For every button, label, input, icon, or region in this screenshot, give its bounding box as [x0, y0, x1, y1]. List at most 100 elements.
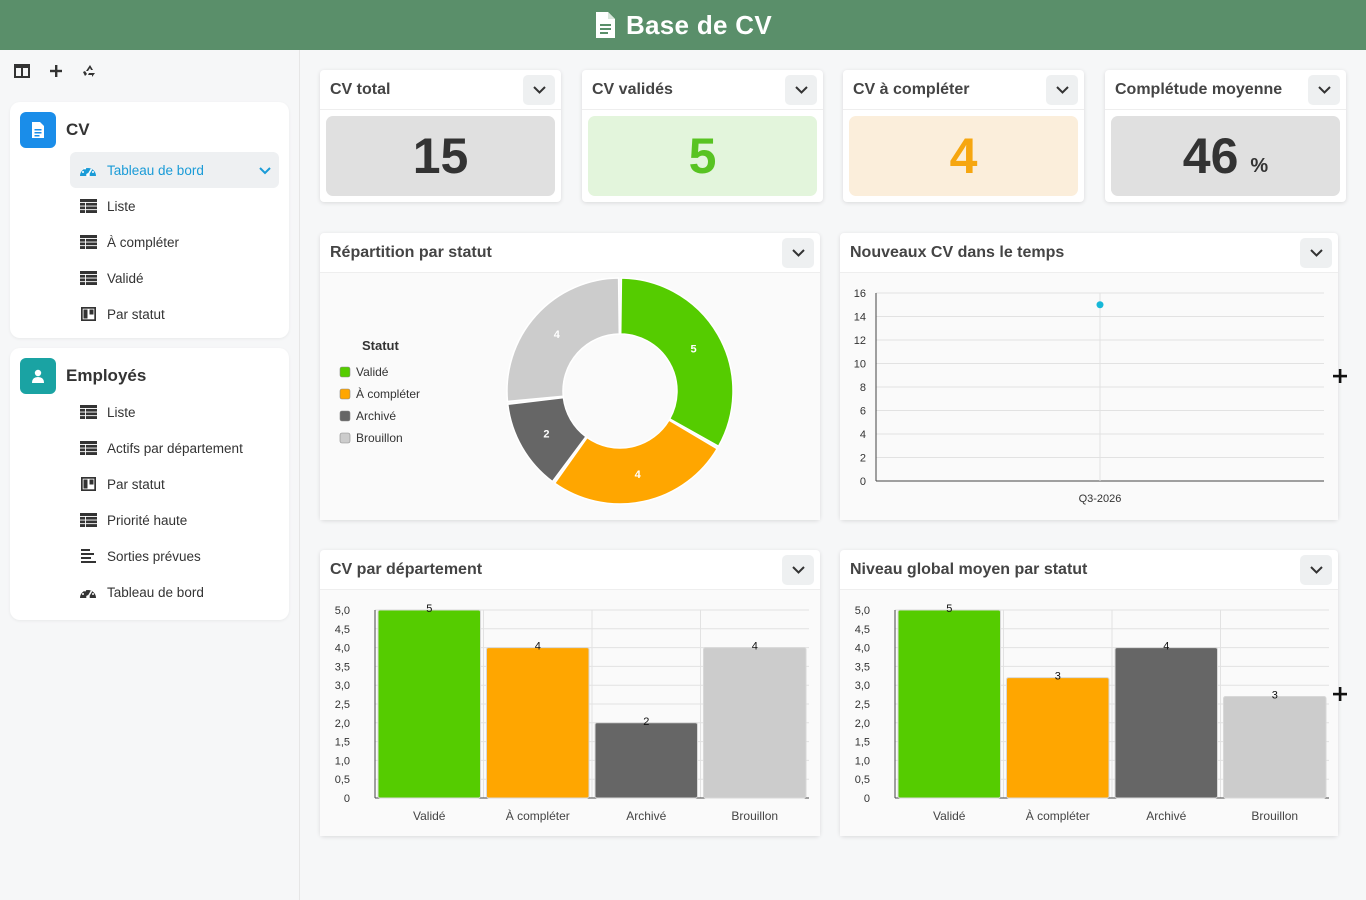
- plus-icon[interactable]: [42, 58, 70, 84]
- sidebar-item-tableau-de-bord[interactable]: Tableau de bord: [70, 152, 279, 188]
- chevron-down-icon[interactable]: [785, 75, 817, 105]
- chevron-down-icon[interactable]: [259, 163, 271, 178]
- stat-card-title: CV à compléter: [843, 70, 1084, 110]
- stat-card-cv-total: CV total 15: [320, 70, 561, 202]
- y-tick-label: 2: [860, 453, 866, 465]
- stat-value: 46: [1182, 128, 1239, 184]
- sidebar-item-label: Liste: [107, 198, 136, 214]
- chevron-down-icon[interactable]: [782, 555, 814, 585]
- sidebar-item-priorite-haute[interactable]: Priorité haute: [70, 502, 279, 538]
- donut-slice[interactable]: [506, 277, 621, 403]
- panel-title: Nouveaux CV dans le temps: [840, 233, 1338, 273]
- chevron-down-icon[interactable]: [1300, 238, 1332, 268]
- bar-chart: 0 0,5 1,0 1,5 2,0 2,5 3,0 3,5 4,0 4,5 5,0 5 Validé 4 À…: [335, 603, 809, 823]
- sidebar-item-par-statut[interactable]: Par statut: [70, 296, 279, 332]
- donut-slice-label: 5: [691, 344, 697, 356]
- list-icon: [79, 549, 97, 563]
- sidebar-item-liste[interactable]: Liste: [70, 188, 279, 224]
- legend-label[interactable]: À compléter: [356, 386, 420, 401]
- sidebar-item-par-statut[interactable]: Par statut: [70, 466, 279, 502]
- bar[interactable]: [377, 609, 481, 799]
- data-point[interactable]: [1096, 301, 1104, 309]
- nav-section-title: CV: [66, 120, 90, 139]
- donut-slice[interactable]: [553, 419, 719, 505]
- sidebar-item-label: Par statut: [107, 476, 165, 492]
- donut-slice[interactable]: [506, 396, 587, 483]
- table-icon: [79, 405, 97, 419]
- bar-value-label: 3: [1055, 671, 1061, 683]
- recycle-icon[interactable]: [76, 58, 104, 84]
- bar[interactable]: [594, 722, 698, 799]
- bar[interactable]: [703, 647, 807, 799]
- document-icon: [20, 112, 56, 148]
- legend-swatch: [339, 432, 351, 444]
- nav-section-cv-header[interactable]: CV: [10, 112, 289, 148]
- dashboard-icon: [79, 585, 97, 599]
- chevron-down-icon[interactable]: [523, 75, 555, 105]
- panel-repartition-par-statut: Répartition par statut 5 4 2 4 Statut Validé À…: [320, 233, 820, 520]
- donut-slice-label: 4: [635, 469, 642, 481]
- sidebar-item-actifs-par-departement[interactable]: Actifs par département: [70, 430, 279, 466]
- sidebar-item-tableau-de-bord[interactable]: Tableau de bord: [70, 574, 279, 610]
- sidebar-item-sorties-prevues[interactable]: Sorties prévues: [70, 538, 279, 574]
- sidebar-item-label: Actifs par département: [107, 440, 243, 456]
- chevron-down-icon[interactable]: [1046, 75, 1078, 105]
- x-tick-label: Brouillon: [731, 809, 778, 823]
- donut-chart: 5 4 2 4 Statut Validé À compléter Archivé Brouil…: [339, 277, 734, 505]
- x-tick-label: Q3-2026: [1079, 493, 1122, 505]
- legend-title: Statut: [362, 338, 400, 353]
- x-tick-label: Archivé: [1146, 809, 1186, 823]
- y-tick-label: 3,0: [855, 680, 870, 692]
- sidebar-item-label: À compléter: [107, 234, 180, 250]
- bar-chart: 0 0,5 1,0 1,5 2,0 2,5 3,0 3,5 4,0 4,5 5,0 5 Validé 3 À…: [855, 603, 1329, 823]
- bar[interactable]: [1114, 647, 1218, 799]
- donut-slice[interactable]: [619, 277, 734, 448]
- legend-label[interactable]: Validé: [356, 365, 389, 379]
- chevron-down-icon[interactable]: [1308, 75, 1340, 105]
- bar-value-label: 4: [752, 641, 758, 653]
- donut-slice-label: 2: [543, 429, 549, 441]
- chevron-down-icon[interactable]: [782, 238, 814, 268]
- table-icon: [79, 235, 97, 249]
- y-tick-label: 3,0: [335, 680, 350, 692]
- sidebar-item-a-completer[interactable]: À compléter: [70, 224, 279, 260]
- stat-value-box: 5: [588, 116, 817, 196]
- panel-nouveaux-cv: Nouveaux CV dans le temps 0 2 4 6 8 10 12 14 16 Q…: [840, 233, 1338, 520]
- bar[interactable]: [1006, 677, 1110, 799]
- bar[interactable]: [897, 609, 1001, 799]
- legend-swatch: [339, 388, 351, 400]
- y-tick-label: 2,5: [335, 699, 350, 711]
- legend-swatch: [339, 410, 351, 422]
- bar-value-label: 5: [426, 603, 432, 615]
- x-tick-label: Archivé: [626, 809, 666, 823]
- legend-label[interactable]: Archivé: [356, 409, 396, 423]
- bar[interactable]: [1223, 695, 1327, 799]
- sidebar-item-valide[interactable]: Validé: [70, 260, 279, 296]
- nav-section-employes-header[interactable]: Employés: [10, 358, 289, 394]
- stat-value: 5: [688, 128, 717, 184]
- y-tick-label: 3,5: [855, 661, 870, 673]
- dashboard-icon: [79, 163, 97, 177]
- y-tick-label: 16: [854, 288, 866, 300]
- bar[interactable]: [486, 647, 590, 799]
- y-tick-label: 4,0: [855, 643, 870, 655]
- legend-label[interactable]: Brouillon: [356, 431, 403, 445]
- stat-value: 15: [412, 128, 469, 184]
- stat-card-cv-a-completer: CV à compléter 4: [843, 70, 1084, 202]
- sidebar-item-label: Priorité haute: [107, 512, 188, 528]
- add-widget-plus-icon[interactable]: [1328, 364, 1352, 388]
- sidebar-item-liste[interactable]: Liste: [70, 394, 279, 430]
- y-tick-label: 12: [854, 335, 866, 347]
- chevron-down-icon[interactable]: [1300, 555, 1332, 585]
- x-tick-label: Brouillon: [1251, 809, 1298, 823]
- bar-value-label: 5: [946, 603, 952, 615]
- chart-area: 5 4 2 4 Statut Validé À compléter Archivé Brouil…: [320, 273, 820, 520]
- nav-section-title: Employés: [66, 366, 147, 385]
- x-tick-label: À compléter: [506, 808, 570, 823]
- stat-card-title: Complétude moyenne: [1105, 70, 1346, 110]
- bar-value-label: 2: [643, 716, 649, 728]
- y-tick-label: 4: [860, 429, 866, 441]
- y-tick-label: 1,0: [335, 755, 350, 767]
- add-widget-plus-icon[interactable]: [1328, 682, 1352, 706]
- split-view-icon[interactable]: [8, 58, 36, 84]
